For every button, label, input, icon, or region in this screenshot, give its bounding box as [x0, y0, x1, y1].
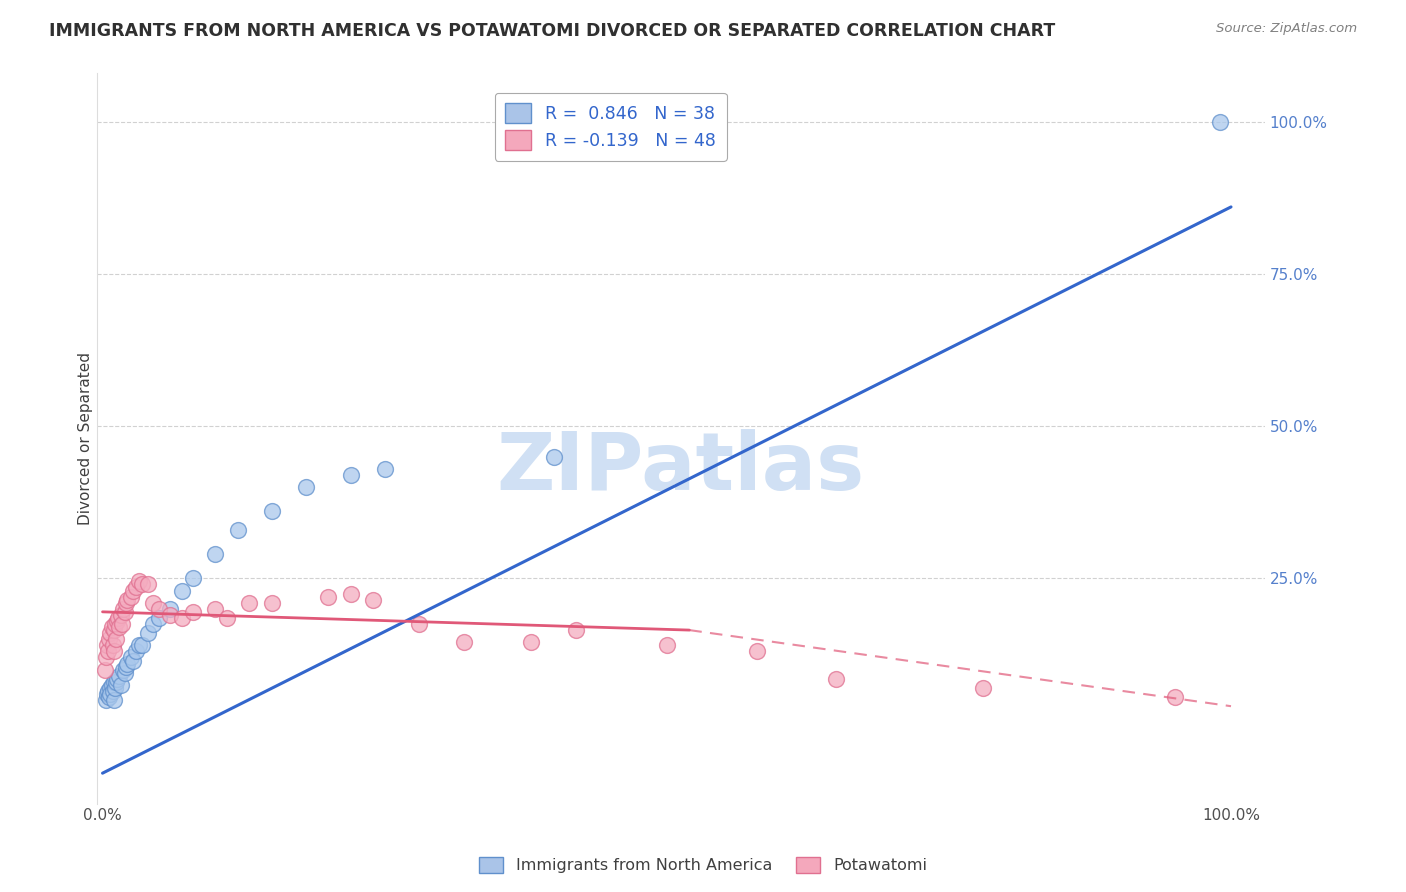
Point [100, 626, 122, 640]
Point [117, 657, 139, 671]
Point [128, 574, 150, 589]
Point [110, 678, 132, 692]
Point [136, 577, 159, 591]
Point [97, 684, 120, 698]
Point [114, 665, 136, 680]
Point [408, 617, 430, 632]
Legend: R =  0.846   N = 38, R = -0.139   N = 48: R = 0.846 N = 38, R = -0.139 N = 48 [495, 93, 727, 161]
Point [181, 605, 204, 619]
Point [181, 571, 204, 585]
Point [131, 577, 153, 591]
Point [453, 635, 475, 649]
Point [103, 644, 125, 658]
Point [108, 669, 131, 683]
Point [122, 654, 145, 668]
Point [110, 607, 132, 622]
Point [128, 638, 150, 652]
Point [105, 674, 128, 689]
Point [100, 678, 122, 692]
Point [104, 617, 127, 632]
Text: Source: ZipAtlas.com: Source: ZipAtlas.com [1216, 22, 1357, 36]
Point [100, 687, 122, 701]
Point [260, 504, 283, 518]
Point [125, 581, 148, 595]
Point [148, 601, 170, 615]
Point [1163, 690, 1185, 704]
Point [101, 638, 124, 652]
Point [745, 644, 768, 658]
Point [204, 601, 226, 615]
Point [260, 596, 283, 610]
Point [238, 596, 260, 610]
Point [96, 638, 118, 652]
Point [120, 650, 142, 665]
Point [98, 690, 121, 704]
Point [111, 617, 134, 632]
Point [111, 601, 134, 615]
Point [115, 659, 138, 673]
Point [94, 663, 117, 677]
Point [215, 611, 238, 625]
Point [170, 583, 193, 598]
Point [655, 638, 678, 652]
Point [825, 672, 848, 686]
Point [98, 632, 121, 647]
Point [170, 611, 193, 625]
Point [972, 681, 994, 695]
Point [131, 638, 153, 652]
Point [103, 693, 125, 707]
Point [125, 644, 148, 658]
Point [104, 681, 127, 695]
Point [142, 596, 165, 610]
Point [543, 450, 565, 464]
Point [103, 623, 125, 637]
Point [100, 620, 122, 634]
Point [107, 611, 129, 625]
Point [105, 614, 128, 628]
Point [105, 632, 128, 647]
Point [94, 693, 117, 707]
Point [105, 672, 128, 686]
Point [122, 583, 145, 598]
Point [94, 650, 117, 665]
Point [136, 626, 159, 640]
Point [374, 461, 396, 475]
Y-axis label: Divorced or Separated: Divorced or Separated [79, 351, 93, 524]
Point [103, 674, 125, 689]
Point [120, 590, 142, 604]
Point [159, 607, 181, 622]
Point [97, 644, 120, 658]
Point [117, 592, 139, 607]
Text: IMMIGRANTS FROM NORTH AMERICA VS POTAWATOMI DIVORCED OR SEPARATED CORRELATION CH: IMMIGRANTS FROM NORTH AMERICA VS POTAWAT… [49, 22, 1056, 40]
Point [565, 623, 588, 637]
Point [100, 681, 122, 695]
Point [108, 620, 131, 634]
Point [142, 617, 165, 632]
Point [339, 586, 361, 600]
Point [316, 590, 339, 604]
Point [363, 592, 385, 607]
Point [226, 523, 249, 537]
Text: ZIPatlas: ZIPatlas [496, 428, 865, 507]
Point [101, 684, 124, 698]
Point [96, 687, 118, 701]
Point [115, 596, 138, 610]
Point [339, 467, 361, 482]
Legend: Immigrants from North America, Potawatomi: Immigrants from North America, Potawatom… [472, 850, 934, 880]
Point [148, 611, 170, 625]
Point [520, 635, 543, 649]
Point [159, 601, 181, 615]
Point [1209, 114, 1232, 128]
Point [294, 480, 316, 494]
Point [204, 547, 226, 561]
Point [111, 663, 134, 677]
Point [114, 605, 136, 619]
